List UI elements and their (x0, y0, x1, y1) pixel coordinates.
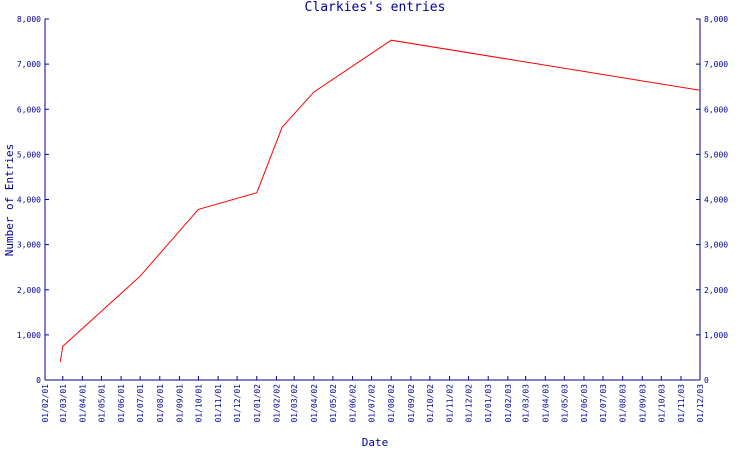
x-tick-label: 01/03/02 (290, 384, 299, 423)
x-tick-label: 01/09/02 (407, 384, 416, 423)
y-tick-label-right: 8,000 (704, 15, 728, 24)
y-tick-label-right: 0 (704, 376, 709, 385)
x-tick-label: 01/12/02 (465, 384, 474, 423)
x-axis-label: Date (361, 436, 389, 449)
y-tick-label-right: 5,000 (704, 150, 728, 159)
y-tick-label-left: 8,000 (17, 15, 41, 24)
y-tick-label-left: 1,000 (17, 331, 41, 340)
chart-title: Clarkies's entries (304, 0, 446, 15)
x-tick-label: 01/10/02 (426, 384, 435, 423)
y-tick-label-right: 4,000 (704, 196, 728, 205)
y-tick-label-right: 1,000 (704, 331, 728, 340)
x-tick-label: 01/01/02 (253, 384, 262, 423)
x-tick-label: 01/04/01 (78, 384, 87, 423)
x-tick-label: 01/02/01 (41, 384, 50, 423)
x-tick-label: 01/03/01 (59, 384, 68, 423)
x-tick-label: 01/09/03 (638, 384, 647, 423)
y-tick-label-left: 7,000 (17, 60, 41, 69)
x-tick-label: 01/02/03 (504, 384, 513, 423)
x-tick-label: 01/05/03 (560, 384, 569, 423)
x-tick-label: 01/05/02 (329, 384, 338, 423)
x-tick-label: 01/11/03 (677, 384, 686, 423)
x-tick-label: 01/08/03 (619, 384, 628, 423)
series-line (59, 39, 701, 362)
x-tick-label: 01/11/01 (214, 384, 223, 423)
x-tick-label: 01/07/02 (368, 384, 377, 423)
x-tick-label: 01/01/03 (484, 384, 493, 423)
x-tick-label: 01/03/03 (522, 384, 531, 423)
x-tick-label: 01/02/02 (272, 384, 281, 423)
y-tick-label-left: 0 (36, 376, 41, 385)
y-tick-label-left: 3,000 (17, 241, 41, 250)
x-tick-label: 01/06/01 (117, 384, 126, 423)
x-tick-label: 01/10/03 (657, 384, 666, 423)
x-tick-label: 01/04/02 (310, 384, 319, 423)
y-tick-label-left: 5,000 (17, 150, 41, 159)
x-tick-label: 01/12/03 (696, 384, 705, 423)
y-tick-label-left: 2,000 (17, 286, 41, 295)
y-tick-label-right: 7,000 (704, 60, 728, 69)
y-tick-label-right: 3,000 (704, 241, 728, 250)
y-tick-label-right: 6,000 (704, 105, 728, 114)
x-tick-label: 01/07/01 (136, 384, 145, 423)
x-tick-label: 01/08/01 (156, 384, 165, 423)
x-tick-label: 01/08/02 (387, 384, 396, 423)
x-tick-label: 01/09/01 (175, 384, 184, 423)
x-tick-label: 01/12/01 (233, 384, 242, 423)
x-tick-label: 01/11/02 (446, 384, 455, 423)
y-tick-label-right: 2,000 (704, 286, 728, 295)
x-tick-label: 01/06/02 (349, 384, 358, 423)
x-tick-label: 01/04/03 (541, 384, 550, 423)
y-tick-label-left: 6,000 (17, 105, 41, 114)
x-tick-label: 01/07/03 (599, 384, 608, 423)
y-tick-label-left: 4,000 (17, 196, 41, 205)
x-tick-label: 01/06/03 (580, 384, 589, 423)
x-tick-label: 01/05/01 (97, 384, 106, 423)
x-tick-label: 01/10/01 (194, 384, 203, 423)
y-axis-label: Number of Entries (3, 143, 16, 257)
